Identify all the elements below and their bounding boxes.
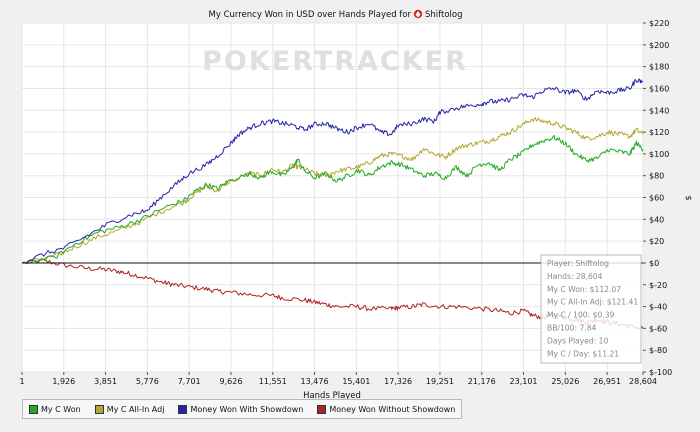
legend-item-money-won-with-showdown[interactable]: Money Won With Showdown [178,404,304,414]
y-tick-label: $40 [649,215,664,224]
x-tick-label: 19,251 [426,377,454,386]
y-tick-label: $140 [649,106,669,115]
legend-item-my-c-all-in-adj[interactable]: My C All-In Adj [94,404,165,414]
y-tick-label: $180 [649,63,669,72]
y-tick-label: $200 [649,41,669,50]
x-tick-label: 17,326 [384,377,412,386]
legend-label: Money Won Without Showdown [329,404,456,414]
y-tick-label: $20 [649,237,664,246]
stats-line: Player: Shiftolog [547,259,609,268]
x-tick-label: 1,926 [52,377,75,386]
y-tick-label: $80 [649,172,664,181]
x-tick-label: 28,604 [629,377,657,386]
legend-label: My C All-In Adj [106,404,165,414]
legend-swatch [317,404,327,414]
x-tick-label: 21,176 [468,377,496,386]
stats-line: BB/100: 7.84 [547,324,597,333]
y-tick-label: $-80 [649,346,667,355]
legend-label: My C Won [41,404,81,414]
player-pokerstars-icon [413,9,423,19]
x-tick-label: 25,026 [551,377,579,386]
y-tick-label: $-100 [649,368,672,377]
y-tick-label: $60 [649,194,664,203]
chart-title: My Currency Won in USD over Hands Played… [209,10,412,20]
legend-label: Money Won With Showdown [190,404,304,414]
stats-line: Days Played: 10 [547,336,608,345]
stats-line: My C Won: $112.07 [547,285,621,294]
x-tick-label: 3,851 [94,377,117,386]
x-tick-label: 23,101 [510,377,538,386]
series-line-money-won-with-showdown [21,78,644,264]
chart-player-name: Shiftolog [425,10,462,20]
legend-swatch [178,404,188,414]
stats-line: My C / 100: $0.39 [547,311,615,320]
legend-item-money-won-without-showdown[interactable]: Money Won Without Showdown [317,404,456,414]
legend-swatch [94,404,104,414]
legend-swatch [29,404,38,414]
series-line-my-c-won [21,134,644,264]
x-axis-label: Hands Played [303,391,361,401]
y-tick-label: $100 [649,150,669,159]
x-tick-label: 26,951 [593,377,621,386]
stats-line: My C All-In Adj: $121.41 [547,298,638,307]
x-tick-label: 13,476 [301,377,329,386]
x-tick-label: 11,551 [259,377,287,386]
series-line-my-c-all-in-adj [21,117,644,264]
y-tick-label: $220 [649,19,669,28]
stats-box: Player: Shiftolog Hands: 28,604 My C Won: … [540,254,642,364]
y-tick-label: $160 [649,84,669,93]
watermark: POKERTRACKER [202,46,468,77]
y-tick-label: $-40 [649,303,667,312]
x-tick-label: 15,401 [342,377,370,386]
y-tick-label: $120 [649,128,669,137]
x-tick-labels: 1 1,926 3,851 5,776 7,701 9,626 11,551 13,476 15… [19,372,657,386]
x-tick-label: 7,701 [178,377,201,386]
y-tick-label: $-60 [649,324,667,333]
stats-line: My C / Day: $11.21 [547,349,619,358]
y-tick-label: $-20 [649,281,667,290]
x-tick-label: 1 [19,377,24,386]
x-tick-label: 5,776 [136,377,159,386]
x-tick-label: 9,626 [220,377,243,386]
legend: My C Won My C All-In Adj Money Won With … [22,399,463,419]
y-tick-label: $0 [649,259,659,268]
y-tick-labels: $220 $200 $180 $160 $140 $120 $100 $80 $60 $40 $20… [643,19,672,377]
stats-line: Hands: 28,604 [547,272,603,281]
y-axis-label: $ [684,195,693,200]
legend-item-my-c-won[interactable]: My C Won [29,404,81,414]
